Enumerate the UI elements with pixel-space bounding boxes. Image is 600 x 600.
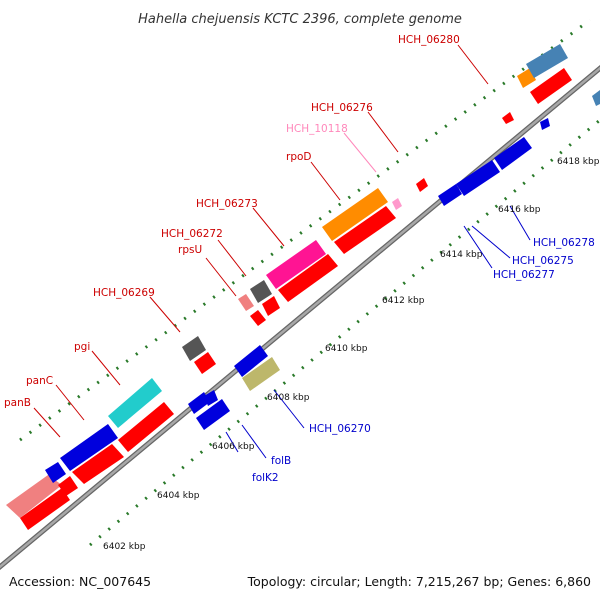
- gene-label-panC[interactable]: panC: [26, 375, 53, 387]
- tick-label: 6404 kbp: [157, 491, 200, 501]
- feature-HCH_06273-magenta: [266, 240, 326, 289]
- feature-small-red-left: [58, 476, 78, 496]
- gene-label-HCH_06280[interactable]: HCH_06280: [398, 34, 460, 46]
- feature-HCH_06277-blue: [438, 184, 462, 206]
- feature-panC-cyan: [108, 378, 162, 428]
- feature-small-red-mid2: [262, 296, 280, 316]
- genome-summary-text: Topology: circular; Length: 7,215,267 bp…: [247, 574, 591, 589]
- tick-label: 6418 kbp: [557, 157, 600, 167]
- tick-label: 6412 kbp: [382, 296, 425, 306]
- feature-pgi-grey: [182, 336, 206, 361]
- feature-cds-red-left: [20, 488, 70, 530]
- feature-steelblue-edge: [592, 90, 600, 106]
- gene-label-HCH_06278[interactable]: HCH_06278: [533, 237, 595, 249]
- gene-label-HCH_06269[interactable]: HCH_06269: [93, 287, 155, 299]
- tick-label: 6408 kbp: [267, 393, 310, 403]
- feature-HCH_06278-blue: [494, 137, 532, 170]
- tick-label: 6410 kbp: [325, 344, 368, 354]
- feature-pgi-red: [194, 352, 216, 374]
- feature-HCH_06276-red: [416, 178, 428, 192]
- gene-label-rpoD[interactable]: rpoD: [286, 151, 312, 163]
- feature-HCH_06270-olive: [242, 357, 280, 391]
- reverse-strand-features: [188, 118, 550, 430]
- feature-HCH_10118-lightpink: [392, 198, 402, 210]
- gene-label-folB[interactable]: folB: [271, 455, 291, 467]
- feature-gene-pink-left: [6, 475, 62, 518]
- gene-label-pgi[interactable]: pgi: [74, 341, 90, 353]
- feature-HCH_06272-grey: [250, 280, 272, 303]
- inner-tick-row: [89, 118, 600, 547]
- tick-label: 6406 kbp: [212, 442, 255, 452]
- reverse-gene-labels: folK2 folB HCH_06270 HCH_06277 HCH_06275…: [252, 237, 595, 484]
- feature-folK2-blue: [196, 399, 230, 430]
- gene-label-HCH_06270[interactable]: HCH_06270: [309, 423, 371, 435]
- forward-strand-features: [6, 44, 600, 530]
- feature-HCH_06273-red: [278, 254, 338, 302]
- feature-small-blue-left: [45, 462, 66, 483]
- map-title: Hahella chejuensis KCTC 2396, complete g…: [138, 12, 462, 27]
- label-leader-lines: [33, 44, 531, 459]
- feature-small-red-mid: [250, 310, 266, 326]
- feature-panB-blue: [60, 424, 118, 471]
- feature-panB-red: [72, 444, 124, 484]
- feature-HCH_06280-red: [502, 112, 514, 124]
- tick-dot-rows: [19, 18, 600, 547]
- gene-label-HCH_06277[interactable]: HCH_06277: [493, 269, 555, 281]
- tick-label: 6402 kbp: [103, 542, 146, 552]
- feature-steelblue-right: [526, 44, 568, 78]
- gene-label-HCH_06275[interactable]: HCH_06275: [512, 255, 574, 267]
- genome-backbone: [0, 65, 600, 570]
- gene-label-folK2[interactable]: folK2: [252, 472, 279, 484]
- feature-red-right: [530, 68, 572, 104]
- feature-HCH_06270-blue: [234, 345, 268, 377]
- feature-small-blue-right: [540, 118, 550, 130]
- feature-HCH_06275-blue: [456, 160, 500, 196]
- gene-label-panB[interactable]: panB: [4, 397, 31, 409]
- outer-tick-row: [19, 18, 591, 442]
- feature-rpsU-pink: [238, 294, 254, 311]
- tick-label: 6414 kbp: [440, 250, 483, 260]
- gene-label-HCH_06276[interactable]: HCH_06276: [311, 102, 373, 114]
- gene-label-HCH_06272[interactable]: HCH_06272: [161, 228, 223, 240]
- feature-panC-red: [118, 402, 174, 452]
- tick-label: 6416 kbp: [498, 205, 541, 215]
- feature-rpoD-red: [334, 206, 396, 254]
- accession-text: Accession: NC_007645: [9, 574, 151, 589]
- gene-label-HCH_06273[interactable]: HCH_06273: [196, 198, 258, 210]
- tick-labels: 6402 kbp 6404 kbp 6406 kbp 6408 kbp 6410…: [103, 157, 600, 552]
- forward-gene-labels: panB panC pgi HCH_06269 rpsU HCH_06272 H…: [4, 34, 460, 409]
- feature-rpoD-orange: [322, 188, 388, 241]
- feature-small-blue-fol: [204, 390, 218, 406]
- gene-label-rpsU[interactable]: rpsU: [178, 244, 202, 256]
- feature-folB-blue: [188, 392, 210, 414]
- gene-label-HCH_10118[interactable]: HCH_10118: [286, 123, 348, 135]
